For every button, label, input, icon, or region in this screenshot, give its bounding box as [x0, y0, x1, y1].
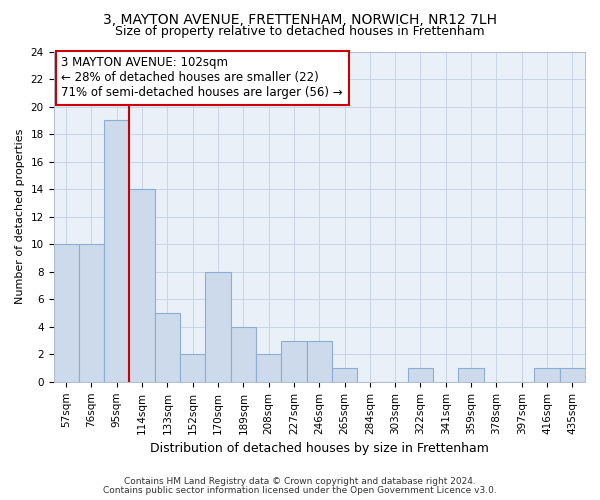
Bar — [79, 244, 104, 382]
Bar — [104, 120, 130, 382]
Y-axis label: Number of detached properties: Number of detached properties — [15, 129, 25, 304]
Bar — [230, 327, 256, 382]
X-axis label: Distribution of detached houses by size in Frettenham: Distribution of detached houses by size … — [150, 442, 489, 455]
Bar — [205, 272, 230, 382]
Bar — [155, 313, 180, 382]
Bar — [408, 368, 433, 382]
Bar — [180, 354, 205, 382]
Bar — [307, 340, 332, 382]
Bar — [281, 340, 307, 382]
Text: Contains HM Land Registry data © Crown copyright and database right 2024.: Contains HM Land Registry data © Crown c… — [124, 477, 476, 486]
Text: 3 MAYTON AVENUE: 102sqm
← 28% of detached houses are smaller (22)
71% of semi-de: 3 MAYTON AVENUE: 102sqm ← 28% of detache… — [61, 56, 343, 100]
Text: Contains public sector information licensed under the Open Government Licence v3: Contains public sector information licen… — [103, 486, 497, 495]
Bar — [53, 244, 79, 382]
Text: 3, MAYTON AVENUE, FRETTENHAM, NORWICH, NR12 7LH: 3, MAYTON AVENUE, FRETTENHAM, NORWICH, N… — [103, 12, 497, 26]
Bar — [332, 368, 357, 382]
Bar — [256, 354, 281, 382]
Text: Size of property relative to detached houses in Frettenham: Size of property relative to detached ho… — [115, 25, 485, 38]
Bar — [130, 189, 155, 382]
Bar — [560, 368, 585, 382]
Bar — [535, 368, 560, 382]
Bar — [458, 368, 484, 382]
